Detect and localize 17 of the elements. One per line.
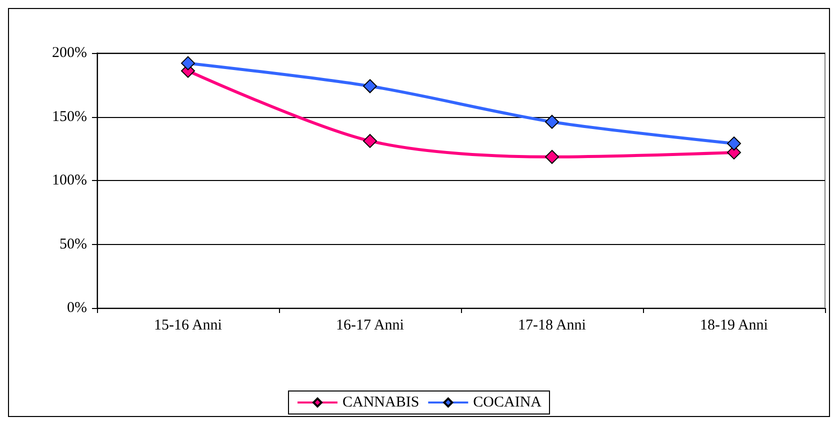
point [727, 136, 741, 151]
x-tick-label: 18-19 Anni [700, 318, 768, 334]
x-tick-label: 17-18 Anni [518, 318, 586, 334]
y-tick-label: 0% [67, 300, 87, 316]
y-tick-label: 200% [52, 45, 87, 61]
point [181, 56, 195, 70]
x-tick-label: 15-16 Anni [154, 318, 222, 334]
legend-label: CANNABIS [342, 394, 420, 410]
y-tick-label: 50% [60, 236, 87, 252]
legend-label: COCAINA [473, 394, 542, 410]
x-tick-label: 16-17 Anni [336, 318, 404, 334]
y-tick-label: 100% [52, 172, 87, 188]
y-tick-label: 150% [52, 108, 87, 125]
point [545, 114, 559, 129]
point [545, 150, 559, 164]
point [363, 79, 377, 94]
point [363, 134, 377, 148]
